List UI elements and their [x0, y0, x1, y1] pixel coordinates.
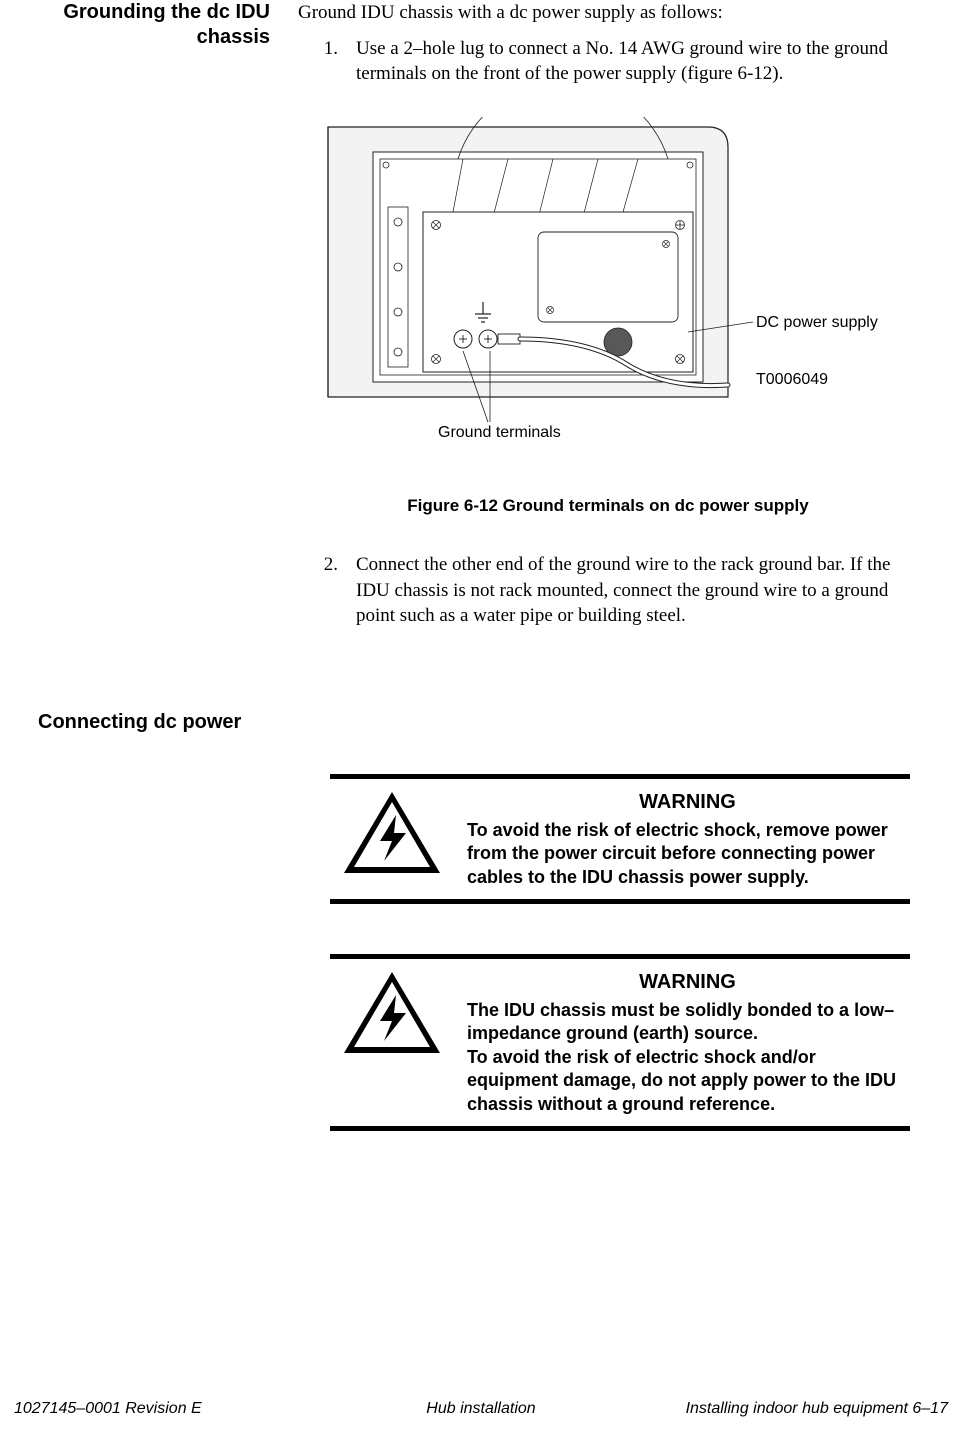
intro-text: Ground IDU chassis with a dc power suppl…	[298, 0, 918, 26]
figure-caption: Figure 6-12 Ground terminals on dc power…	[298, 495, 918, 518]
figure-image: DC power supply T0006049 Ground terminal…	[308, 117, 888, 477]
footer-right: Installing indoor hub equipment 6–17	[637, 1400, 948, 1418]
step-2: 2. Connect the other end of the ground w…	[336, 552, 918, 629]
step-1-num: 1.	[308, 36, 338, 62]
step-1: 1. Use a 2–hole lug to connect a No. 14 …	[336, 36, 918, 87]
figure-label-ground: Ground terminals	[438, 422, 561, 444]
page: Grounding the dc IDU chassis Ground IDU …	[0, 0, 978, 1432]
warning-shock-icon	[340, 969, 445, 1059]
figure-code: T0006049	[756, 369, 828, 391]
warning-1: WARNING To avoid the risk of electric sh…	[330, 774, 910, 904]
section2-heading: Connecting dc power	[38, 711, 918, 734]
figure-6-12: DC power supply T0006049 Ground terminal…	[298, 117, 918, 518]
footer-center: Hub installation	[325, 1400, 636, 1418]
heading-line-1: Grounding the dc IDU	[30, 0, 270, 25]
warning-title: WARNING	[467, 969, 908, 995]
step-2-num: 2.	[308, 552, 338, 578]
warning-body: WARNING To avoid the risk of electric sh…	[330, 779, 910, 899]
figure-label-dc: DC power supply	[756, 312, 878, 334]
section-heading: Grounding the dc IDU chassis	[30, 0, 270, 641]
step-1-text: Use a 2–hole lug to connect a No. 14 AWG…	[356, 38, 888, 85]
steps-list: 1. Use a 2–hole lug to connect a No. 14 …	[298, 36, 918, 87]
footer-left: 1027145–0001 Revision E	[14, 1400, 325, 1418]
warning-text: WARNING The IDU chassis must be solidly …	[467, 969, 908, 1116]
section-grounding: Grounding the dc IDU chassis Ground IDU …	[30, 0, 918, 641]
warning-2: WARNING The IDU chassis must be solidly …	[330, 954, 910, 1131]
section-body: Ground IDU chassis with a dc power suppl…	[298, 0, 918, 641]
warning-shock-icon	[340, 789, 445, 879]
heading-line-2: chassis	[30, 25, 270, 50]
warning-text: WARNING To avoid the risk of electric sh…	[467, 789, 908, 889]
warning-body-text: To avoid the risk of electric shock, rem…	[467, 819, 908, 889]
warning-body-text: The IDU chassis must be solidly bonded t…	[467, 999, 908, 1116]
page-footer: 1027145–0001 Revision E Hub installation…	[0, 1400, 978, 1418]
warning-rule-bottom	[330, 899, 910, 904]
warning-body: WARNING The IDU chassis must be solidly …	[330, 959, 910, 1126]
warning-rule-bottom	[330, 1126, 910, 1131]
step-2-text: Connect the other end of the ground wire…	[356, 554, 890, 626]
figure-svg	[308, 117, 888, 477]
section-connecting: Connecting dc power WARNING To avoid the…	[30, 711, 918, 1131]
warning-title: WARNING	[467, 789, 908, 815]
steps-list-2: 2. Connect the other end of the ground w…	[298, 552, 918, 629]
